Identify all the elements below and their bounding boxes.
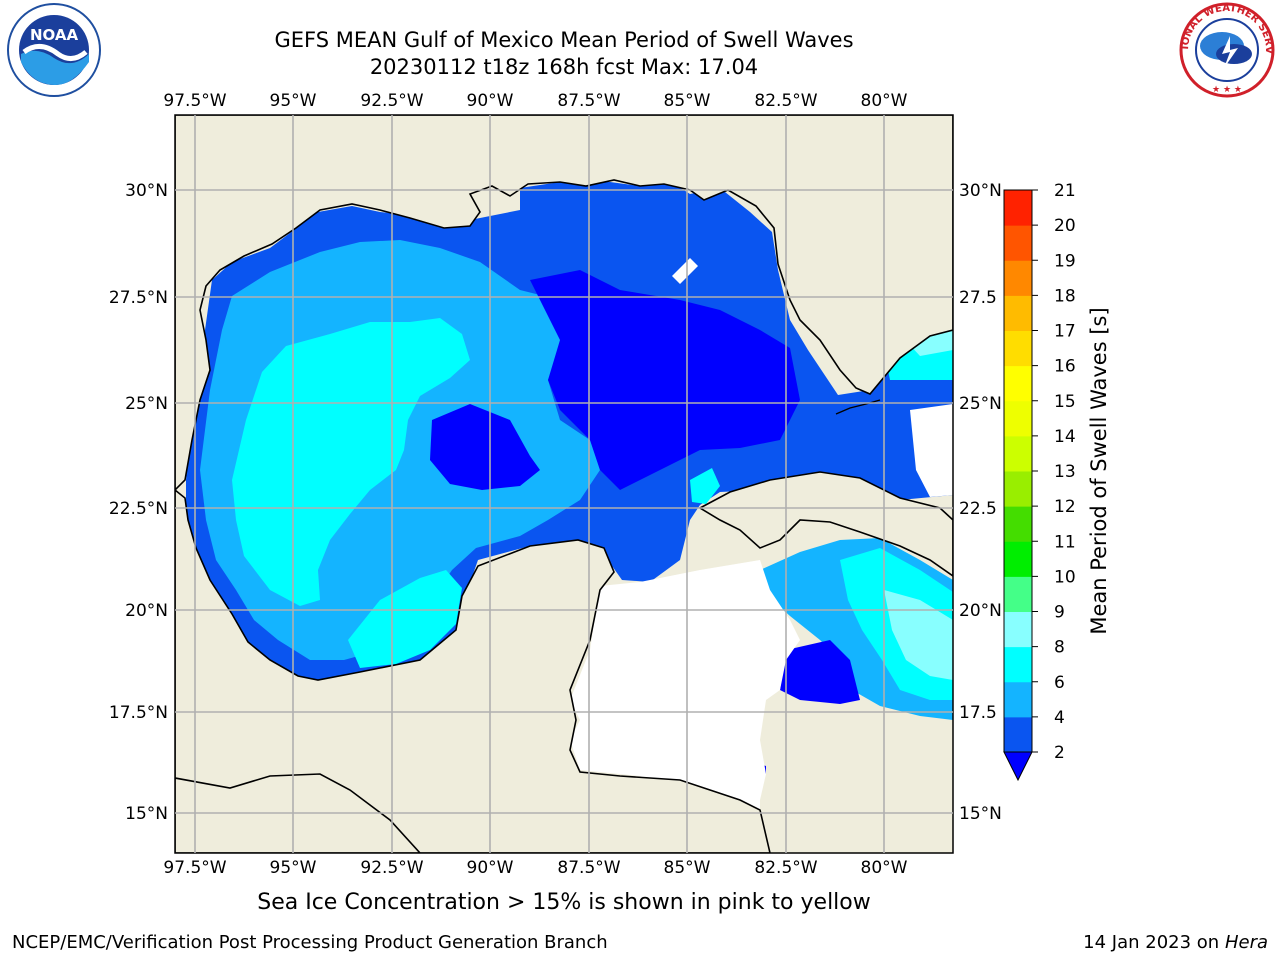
mexico-coast: [175, 488, 771, 853]
missing-data-small: [672, 258, 698, 284]
caribbean-swell-8-9s: [884, 590, 953, 680]
lon-label-bottom: 95°W: [270, 858, 317, 878]
lon-label-bottom: 82.5°W: [754, 858, 817, 878]
lat-label-left: 17.5°N: [109, 703, 168, 723]
colorbar-segment: [1004, 646, 1032, 683]
colorbar-tick-label: 21: [1054, 181, 1076, 201]
svg-text:★ ★ ★: ★ ★ ★: [1212, 85, 1242, 95]
lon-label-top: 85°W: [664, 91, 711, 111]
noaa-logo: NOAA: [7, 3, 101, 97]
lat-label-right: 15°N: [959, 804, 1002, 824]
lon-label-top: 95°W: [270, 91, 317, 111]
missing-data-caribbean: [570, 560, 800, 853]
colorbar-segment: [1004, 330, 1032, 367]
lat-label-left: 22.5°N: [109, 499, 168, 519]
gulf-swell-2-4s-central: [430, 404, 540, 490]
svg-text:NOAA: NOAA: [30, 26, 79, 44]
colorbar-tick-label: 9: [1054, 603, 1065, 623]
colorbar-tick-label: 19: [1054, 251, 1076, 271]
lon-label-bottom: 87.5°W: [557, 858, 620, 878]
colorbar-tick-label: 6: [1054, 673, 1065, 693]
colorbar-tick-label: 4: [1054, 708, 1065, 728]
colorbar-tick-label: 11: [1054, 532, 1076, 552]
lon-label-top: 97.5°W: [163, 91, 226, 111]
lat-label-right: 30°N: [959, 181, 1002, 201]
lon-label-top: 90°W: [467, 91, 514, 111]
colorbar-segment: [1004, 611, 1032, 648]
gulf-swell-6-8s-core: [232, 318, 470, 606]
lon-label-bottom: 85°W: [664, 858, 711, 878]
caribbean-swell-2-4s-south: [780, 640, 860, 704]
lat-label-left: 20°N: [125, 601, 168, 621]
footer-credit: NCEP/EMC/Verification Post Processing Pr…: [12, 932, 608, 953]
colorbar-segment: [1004, 400, 1032, 437]
lat-label-left: 25°N: [125, 394, 168, 414]
lat-label-right: 25°N: [959, 394, 1002, 414]
lat-label-left: 30°N: [125, 181, 168, 201]
missing-data-florida-bay: [910, 404, 953, 497]
colorbar-tick-label: 13: [1054, 462, 1076, 482]
lon-label-top: 80°W: [861, 91, 908, 111]
chart-subtitle: 20230112 t18z 168h fcst Max: 17.04: [369, 55, 759, 79]
nws-logo: NATIONAL WEATHER SERVICE ★ ★ ★: [1176, 2, 1275, 98]
colorbar-segment: [1004, 260, 1032, 296]
colorbar-tick-label: 16: [1054, 357, 1076, 377]
colorbar-tick-label: 17: [1054, 322, 1076, 342]
lat-label-left: 15°N: [125, 804, 168, 824]
colorbar-segment: [1004, 541, 1032, 577]
colorbar-tick-label: 20: [1054, 216, 1076, 236]
colorbar-segment: [1004, 681, 1032, 718]
colorbar-extend-arrow: [1003, 751, 1033, 782]
lon-label-bottom: 92.5°W: [360, 858, 423, 878]
lon-label-bottom: 97.5°W: [163, 858, 226, 878]
gridlines: [175, 115, 953, 853]
colorbar-tick-label: 12: [1054, 497, 1076, 517]
colorbar: 2 4 6 8 9 10 11 12 13 14 15 16 17 18 19 20 21: [1003, 181, 1076, 782]
lat-label-right: 17.5: [959, 703, 997, 723]
florida-keys: [835, 399, 881, 415]
colorbar-tick-label: 10: [1054, 567, 1076, 587]
colorbar-tick-label: 2: [1054, 743, 1065, 763]
colorbar-segment: [1004, 506, 1032, 542]
lat-label-right: 20°N: [959, 601, 1002, 621]
colorbar-tick-label: 14: [1054, 427, 1076, 447]
colorbar-segment: [1004, 576, 1032, 612]
colorbar-segment: [1004, 225, 1032, 261]
gulf-swell-6-8s-yucatan: [690, 468, 720, 504]
colorbar-segment: [1004, 471, 1032, 507]
colorbar-segment: [1004, 435, 1032, 472]
colorbar-label: Mean Period of Swell Waves [s]: [1087, 307, 1111, 634]
cuba: [698, 471, 953, 577]
lon-label-top: 87.5°W: [557, 91, 620, 111]
lat-label-left: 27.5°N: [109, 288, 168, 308]
lon-label-bottom: 80°W: [861, 858, 908, 878]
lat-label-right: 27.5: [959, 288, 997, 308]
gulf-swell-2-4s-east: [530, 270, 800, 490]
chart-title: GEFS MEAN Gulf of Mexico Mean Period of …: [274, 28, 854, 52]
colorbar-tick-label: 8: [1054, 638, 1065, 658]
colorbar-segment: [1004, 190, 1032, 226]
footer-date: 14 Jan 2023 on Hera: [1083, 932, 1268, 953]
footer-date-text: 14 Jan 2023 on: [1083, 932, 1225, 953]
lon-label-bottom: 90°W: [467, 858, 514, 878]
colorbar-segment: [1004, 365, 1032, 402]
lon-label-top: 92.5°W: [360, 91, 423, 111]
colorbar-tick-label: 18: [1054, 286, 1076, 306]
gulf-swell-6-8s-south: [348, 570, 462, 668]
map-frame: [174, 114, 954, 854]
colorbar-segment: [1004, 716, 1032, 753]
footer-host: Hera: [1224, 932, 1268, 953]
colorbar-tick-label: 15: [1054, 392, 1076, 412]
colorbar-segment: [1004, 295, 1032, 331]
lat-label-right: 22.5: [959, 499, 997, 519]
sea-ice-note: Sea Ice Concentration > 15% is shown in …: [257, 890, 871, 915]
lon-label-top: 82.5°W: [754, 91, 817, 111]
